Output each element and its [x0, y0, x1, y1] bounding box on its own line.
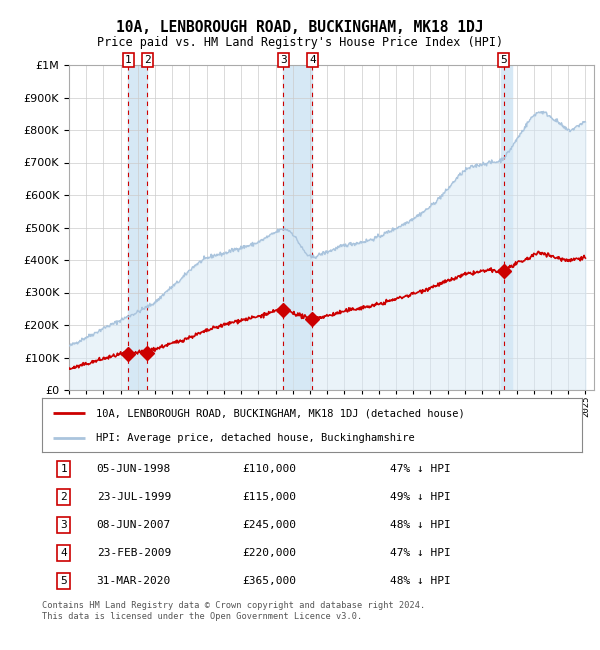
Text: £110,000: £110,000: [242, 464, 296, 474]
Text: 31-MAR-2020: 31-MAR-2020: [97, 576, 171, 586]
Text: 1: 1: [125, 55, 131, 65]
Text: 1: 1: [60, 464, 67, 474]
Text: 47% ↓ HPI: 47% ↓ HPI: [389, 548, 451, 558]
Text: 23-JUL-1999: 23-JUL-1999: [97, 492, 171, 502]
Text: Contains HM Land Registry data © Crown copyright and database right 2024.
This d: Contains HM Land Registry data © Crown c…: [42, 601, 425, 621]
Text: £220,000: £220,000: [242, 548, 296, 558]
Text: 23-FEB-2009: 23-FEB-2009: [97, 548, 171, 558]
Text: HPI: Average price, detached house, Buckinghamshire: HPI: Average price, detached house, Buck…: [96, 434, 415, 443]
Text: 48% ↓ HPI: 48% ↓ HPI: [389, 520, 451, 530]
Text: 08-JUN-2007: 08-JUN-2007: [97, 520, 171, 530]
Text: 05-JUN-1998: 05-JUN-1998: [97, 464, 171, 474]
Bar: [283, 65, 313, 390]
Text: 47% ↓ HPI: 47% ↓ HPI: [389, 464, 451, 474]
Text: 2: 2: [60, 492, 67, 502]
Text: 3: 3: [280, 55, 287, 65]
Text: 4: 4: [309, 55, 316, 65]
Text: 49% ↓ HPI: 49% ↓ HPI: [389, 492, 451, 502]
Text: £115,000: £115,000: [242, 492, 296, 502]
Text: 4: 4: [60, 548, 67, 558]
Text: 10A, LENBOROUGH ROAD, BUCKINGHAM, MK18 1DJ (detached house): 10A, LENBOROUGH ROAD, BUCKINGHAM, MK18 1…: [96, 408, 465, 419]
Text: 10A, LENBOROUGH ROAD, BUCKINGHAM, MK18 1DJ: 10A, LENBOROUGH ROAD, BUCKINGHAM, MK18 1…: [116, 20, 484, 36]
Text: Price paid vs. HM Land Registry's House Price Index (HPI): Price paid vs. HM Land Registry's House …: [97, 36, 503, 49]
Text: £245,000: £245,000: [242, 520, 296, 530]
Text: 48% ↓ HPI: 48% ↓ HPI: [389, 576, 451, 586]
Bar: [128, 65, 148, 390]
Text: £365,000: £365,000: [242, 576, 296, 586]
Text: 5: 5: [60, 576, 67, 586]
Bar: [501, 65, 512, 390]
Text: 5: 5: [500, 55, 507, 65]
Text: 3: 3: [60, 520, 67, 530]
Text: 2: 2: [144, 55, 151, 65]
